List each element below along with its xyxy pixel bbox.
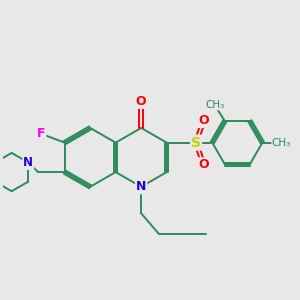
Text: O: O (198, 158, 209, 171)
Text: CH₃: CH₃ (272, 138, 291, 148)
Text: N: N (23, 156, 33, 169)
Text: CH₃: CH₃ (205, 100, 224, 110)
Text: O: O (198, 114, 209, 127)
Text: F: F (37, 127, 45, 140)
Text: S: S (191, 136, 201, 150)
Text: N: N (136, 180, 146, 193)
Text: O: O (136, 95, 146, 108)
